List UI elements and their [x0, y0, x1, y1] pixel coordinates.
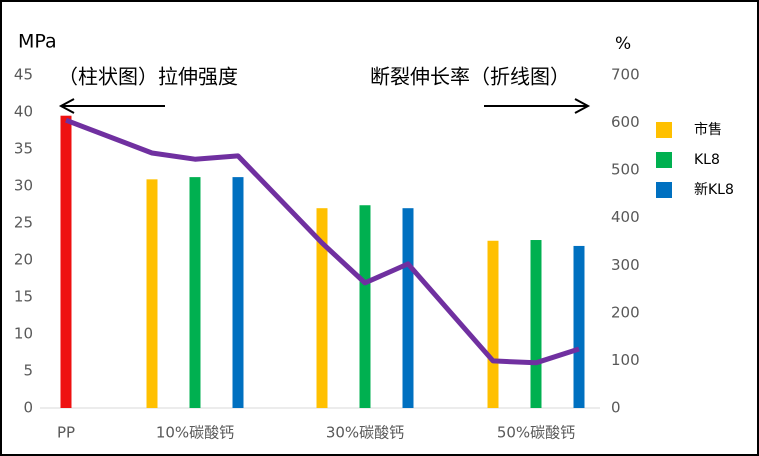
y-tick-label: 0 — [23, 399, 33, 417]
x-tick-label: 50%碳酸钙 — [497, 424, 575, 442]
y-tick-label: 45 — [14, 66, 33, 84]
y-axis-label: MPa — [18, 31, 57, 53]
legend-label: 新KL8 — [694, 182, 734, 198]
y2-tick-label: 600 — [611, 113, 640, 131]
legend-swatch — [656, 152, 672, 168]
y2-tick-label: 100 — [611, 351, 640, 369]
bar — [573, 245, 585, 408]
y2-tick-label: 200 — [611, 303, 640, 321]
annotation: 断裂伸长率（折线图） — [370, 65, 570, 89]
y2-tick-label: 300 — [611, 256, 640, 274]
bar — [232, 177, 244, 408]
bar — [530, 240, 542, 408]
y-tick-label: 20 — [14, 251, 33, 269]
y2-tick-label: 0 — [611, 399, 621, 417]
y2-axis-label: % — [615, 34, 631, 54]
bar — [402, 208, 414, 408]
bar — [189, 177, 201, 408]
x-tick-label: 30%碳酸钙 — [326, 424, 404, 442]
legend-swatch — [656, 182, 672, 198]
annotation: （柱状图）拉伸强度 — [58, 65, 238, 89]
y-tick-label: 35 — [14, 140, 33, 158]
y-tick-label: 40 — [14, 103, 33, 121]
y-tick-label: 10 — [14, 325, 33, 343]
bar — [487, 240, 499, 408]
arrows — [58, 98, 591, 114]
y-tick-label: 25 — [14, 214, 33, 232]
y-tick-label: 5 — [23, 362, 33, 380]
y2-tick-label: 400 — [611, 208, 640, 226]
bar — [146, 179, 158, 408]
bar — [316, 208, 328, 408]
legend-swatch — [656, 122, 672, 138]
y2-tick-label: 700 — [611, 66, 640, 84]
y-tick-label: 15 — [14, 288, 33, 306]
legend-label: KL8 — [694, 152, 720, 168]
x-tick-label: 10%碳酸钙 — [156, 424, 234, 442]
x-tick-label: PP — [57, 424, 75, 442]
bar — [359, 205, 371, 408]
y-tick-label: 30 — [14, 177, 33, 195]
y2-tick-label: 500 — [611, 161, 640, 179]
bar — [60, 115, 72, 408]
legend-label: 市售 — [694, 121, 722, 138]
line — [65, 117, 580, 366]
